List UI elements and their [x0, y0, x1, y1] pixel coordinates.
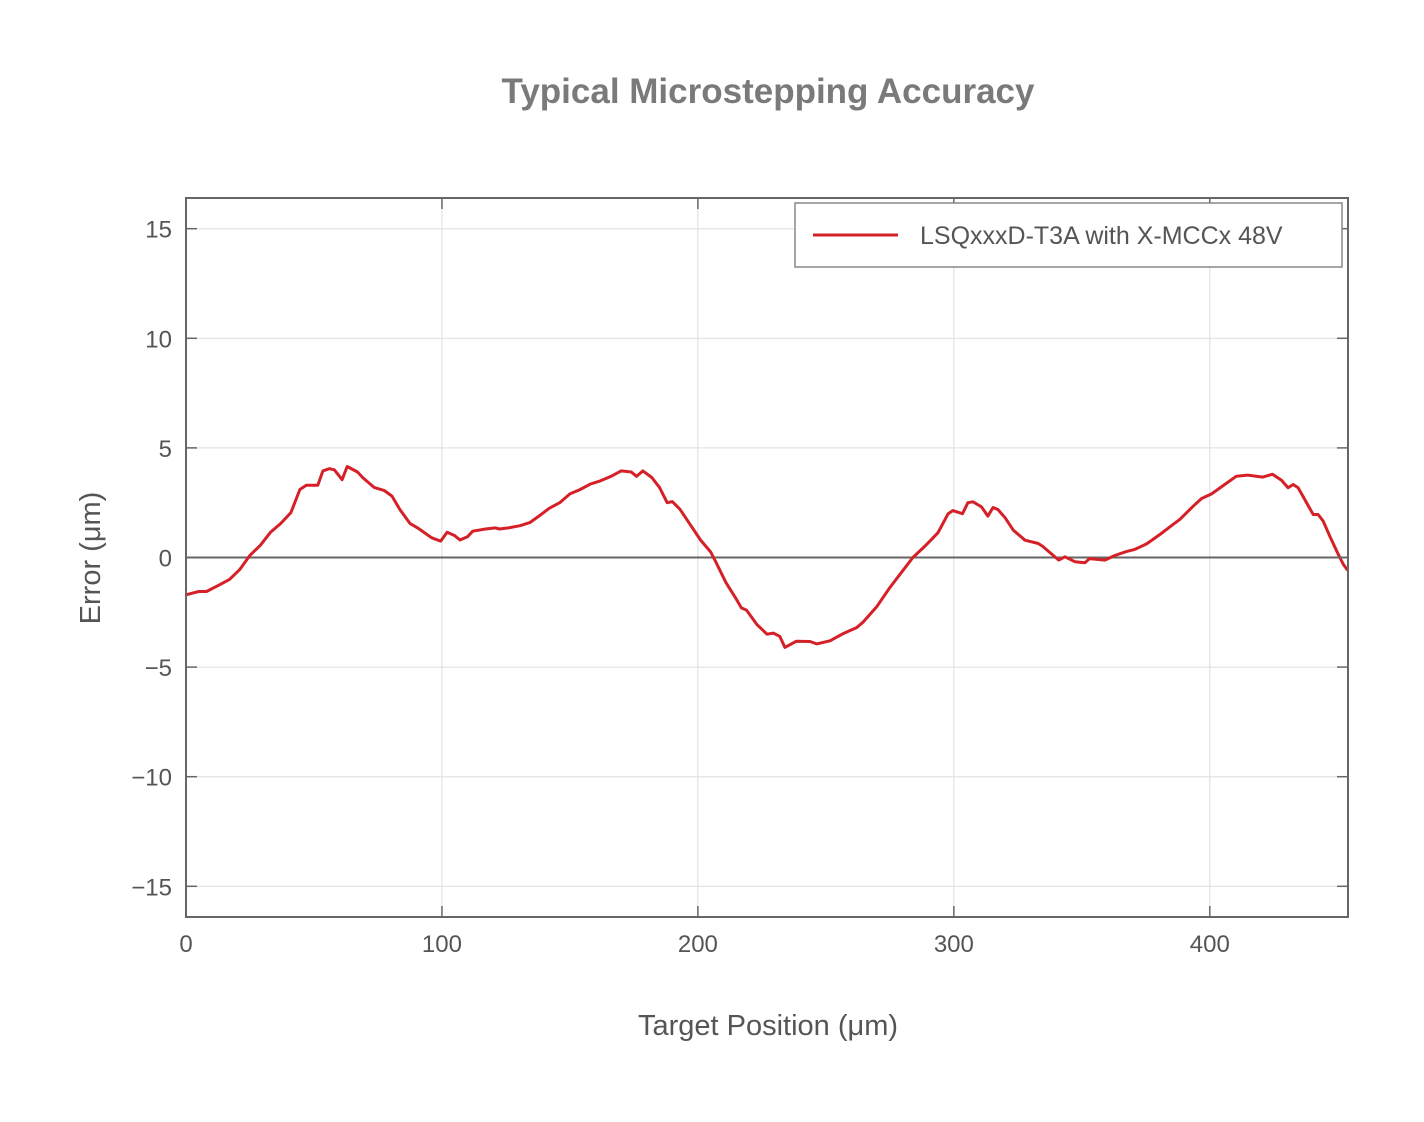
y-tick-label: 5	[159, 436, 172, 463]
y-tick-label: 10	[145, 326, 172, 353]
grid	[186, 198, 1348, 917]
chart-title: Typical Microstepping Accuracy	[502, 72, 1035, 111]
x-tick-label: 400	[1190, 931, 1230, 958]
series-layer	[185, 465, 1349, 649]
legend-label: LSQxxxD-T3A with X-MCCx 48V	[920, 222, 1283, 250]
y-tick-label: −10	[131, 765, 172, 792]
y-tick-label: 15	[145, 217, 172, 244]
tick-labels: 0 100 200 300 400 15 10 5 0 −5 −10 −15	[131, 217, 1230, 958]
series-line	[185, 465, 1349, 649]
y-axis-label: Error (μm)	[75, 492, 107, 625]
y-tick-label: −15	[131, 874, 172, 901]
x-tick-label: 0	[179, 931, 192, 958]
x-tick-label: 100	[422, 931, 462, 958]
legend: LSQxxxD-T3A with X-MCCx 48V	[794, 202, 1343, 268]
x-tick-label: 200	[678, 931, 718, 958]
y-tick-label: −5	[145, 655, 172, 682]
x-tick-label: 300	[934, 931, 974, 958]
x-axis-label: Target Position (μm)	[638, 1010, 898, 1042]
y-tick-label: 0	[159, 546, 172, 573]
